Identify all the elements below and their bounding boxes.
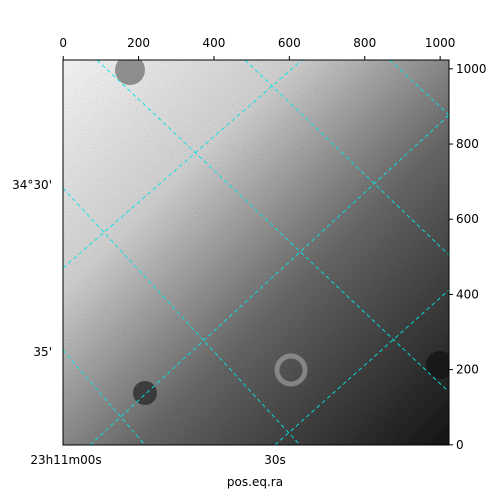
x-tick-label: 200 xyxy=(127,36,150,50)
image xyxy=(63,60,449,445)
x-axis-label: pos.eq.ra xyxy=(227,475,283,489)
y-tick-label: 0 xyxy=(456,438,464,452)
plot-frame xyxy=(62,59,450,446)
y-tick-label: 400 xyxy=(456,287,479,301)
grid-lines xyxy=(63,60,449,445)
y-tick-label: 800 xyxy=(456,137,479,151)
x-tick-label: 0 xyxy=(59,36,67,50)
x-tick-label: 400 xyxy=(203,36,226,50)
x-tick-label: 600 xyxy=(278,36,301,50)
world-y-label: 35' xyxy=(33,345,52,359)
x-tick-label: 800 xyxy=(353,36,376,50)
y-tick-label: 1000 xyxy=(456,62,487,76)
y-tick-label: 600 xyxy=(456,212,479,226)
world-y-label: 34°30' xyxy=(12,178,52,192)
y-tick-label: 200 xyxy=(456,363,479,377)
world-x-label: 23h11m00s xyxy=(30,453,101,467)
x-tick-label: 1000 xyxy=(425,36,456,50)
world-x-label: 30s xyxy=(264,453,286,467)
